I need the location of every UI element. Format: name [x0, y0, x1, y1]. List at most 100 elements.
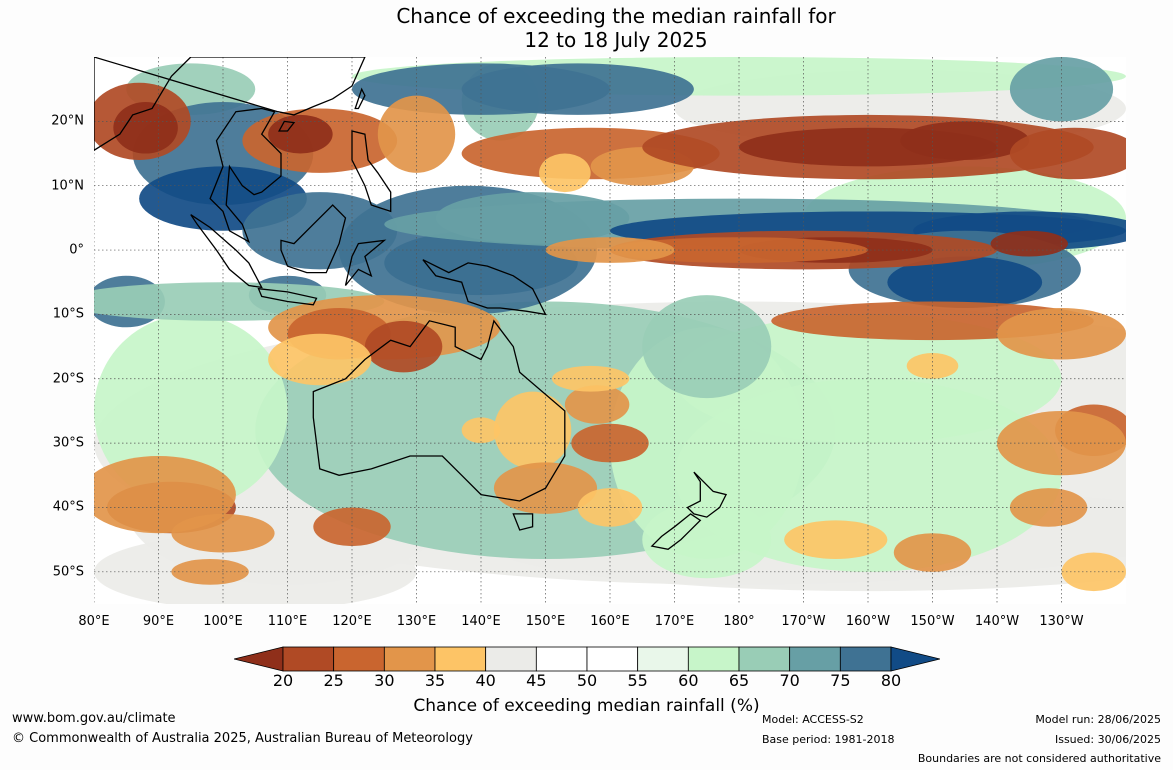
shading-patch: [313, 507, 391, 547]
borneo-coastline: [280, 204, 347, 274]
longitude-label: 150°E: [525, 614, 566, 629]
shading-patch: [94, 533, 417, 604]
longitude-label: 100°E: [203, 614, 243, 629]
latitude-label: 20°N: [51, 113, 84, 129]
shading-patch: [113, 102, 178, 154]
longitude-label: 90°E: [142, 614, 175, 629]
colorbar: [234, 646, 940, 672]
shading-patch: [990, 230, 1068, 257]
longitude-label: 180°: [723, 614, 755, 629]
colorbar-label: Chance of exceeding median rainfall (%): [413, 696, 760, 716]
shading-patch: [784, 520, 888, 559]
shading-patch: [94, 455, 236, 534]
colorbar-tick-label: 40: [475, 671, 496, 690]
colorbar-box: [333, 646, 385, 672]
colorbar-box: [282, 646, 335, 672]
map-canvas: [94, 57, 1126, 604]
hainan-coastline: [278, 120, 296, 132]
shading-patch: [900, 121, 1030, 160]
longitude-label: 120°E: [332, 614, 372, 629]
shading-patch: [564, 385, 630, 424]
colorbar-box: [434, 646, 487, 672]
latitude-label: 0°: [69, 242, 84, 258]
base-period: Base period: 1981-2018: [762, 733, 895, 746]
colorbar-tick-label: 50: [576, 671, 598, 690]
colorbar-box: [485, 646, 537, 672]
colorbar-tick-label: 25: [323, 671, 344, 690]
shading-patch: [268, 114, 333, 154]
sulawesi-coastline: [344, 239, 387, 286]
longitude-label: 130°W: [1039, 614, 1084, 629]
shading-patch: [364, 320, 443, 373]
australia-coastline: [312, 319, 566, 502]
latitude-label: 10°N: [51, 178, 84, 194]
shading-patch: [1009, 127, 1126, 180]
map-title: Chance of exceeding the median rainfall …: [0, 4, 1173, 52]
latitude-label: 40°S: [52, 499, 84, 515]
shading-patch: [539, 153, 591, 193]
colorbar-low-extend: [234, 646, 284, 672]
colorbar-tick-label: 80: [880, 671, 902, 690]
longitude-label: 140°E: [461, 614, 501, 629]
model-name: Model: ACCESS-S2: [762, 713, 864, 726]
rainfall-map: [94, 57, 1126, 604]
colorbar-tick-label: 75: [830, 671, 851, 690]
colorbar-box: [637, 646, 689, 672]
longitude-label: 160°W: [845, 614, 891, 629]
philippines-coastline: [351, 130, 392, 213]
java-coastline: [257, 287, 318, 306]
nz-north-island: [686, 471, 728, 518]
shading-patch: [493, 391, 572, 469]
shading-patch: [1061, 552, 1126, 592]
coastlines: [94, 57, 728, 550]
colorbar-tick-label: 30: [374, 671, 395, 690]
colorbar-tick-label: 60: [678, 671, 699, 690]
shading-patch: [997, 410, 1126, 476]
colorbar-tick-label: 65: [728, 671, 750, 690]
asia-mainland-coastline: [94, 57, 366, 152]
shading-patch: [674, 378, 1062, 572]
colorbar-tick-label: 55: [627, 671, 648, 690]
colorbar-box: [789, 646, 841, 672]
model-run: Model run: 28/06/2025: [1035, 713, 1161, 726]
longitude-label: 170°W: [781, 614, 826, 629]
shading-patch: [893, 533, 972, 572]
longitude-label: 140°W: [974, 614, 1020, 629]
latitude-label: 20°S: [52, 371, 84, 387]
taiwan-coastline: [354, 87, 366, 110]
boundaries-disclaimer: Boundaries are not considered authoritat…: [917, 752, 1161, 765]
shading-patch: [461, 63, 694, 115]
shading-patch: [642, 295, 772, 399]
latitude-label: 30°S: [52, 435, 84, 451]
colorbar-box: [586, 646, 639, 672]
title-line-2: 12 to 18 July 2025: [524, 28, 708, 52]
longitude-label: 170°E: [654, 614, 695, 629]
colorbar-box: [535, 646, 588, 672]
sumatra-coastline: [190, 214, 263, 289]
shading-patch: [268, 333, 372, 386]
colorbar-tick-label: 45: [526, 671, 547, 690]
colorbar-tick-label: 20: [272, 671, 294, 690]
indochina-coastline: [209, 107, 282, 244]
colorbar-box: [687, 646, 740, 672]
colorbar-box: [738, 646, 791, 672]
graticule: [94, 57, 1126, 604]
colorbar-tick-label: 70: [779, 671, 800, 690]
colorbar-box: [383, 646, 436, 672]
longitude-label: 130°E: [396, 614, 437, 629]
title-line-1: Chance of exceeding the median rainfall …: [396, 4, 836, 28]
shading-patch: [887, 256, 1043, 308]
issued-date: Issued: 30/06/2025: [1054, 733, 1161, 746]
nz-south-island: [650, 513, 702, 550]
colorbar-high-extend: [890, 646, 940, 672]
longitude-label: 160°E: [590, 614, 630, 629]
colorbar-box: [839, 646, 892, 672]
shading-patch: [1009, 488, 1088, 527]
longitude-label: 150°W: [910, 614, 955, 629]
longitude-label: 110°E: [267, 614, 308, 629]
latitude-label: 50°S: [52, 564, 84, 580]
tasmania-coastline: [512, 513, 534, 531]
colorbar-tick-label: 35: [424, 671, 446, 690]
website-link[interactable]: www.bom.gov.au/climate: [12, 711, 176, 726]
copyright-text: © Commonwealth of Australia 2025, Austra…: [12, 731, 473, 746]
